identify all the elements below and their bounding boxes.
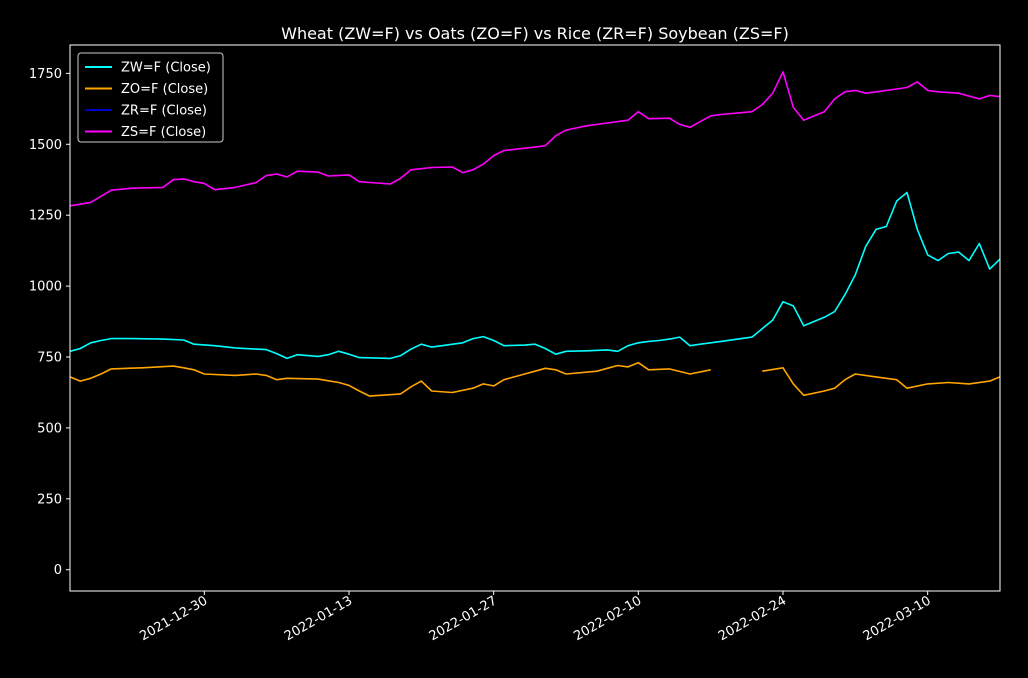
y-tick-label: 1750 [29,67,62,82]
y-tick-label: 1250 [29,209,62,224]
legend-label: ZR=F (Close) [121,104,207,119]
y-tick-label: 750 [37,351,62,366]
legend: ZW=F (Close) ZO=F (Close) ZR=F (Close) ZS=F… [77,52,224,143]
y-axis: 0 250 500 750 1000 1250 1500 1750 [29,67,70,578]
series-line-0 [69,191,1001,360]
y-tick-label: 1000 [29,280,62,295]
legend-box [77,52,224,143]
legend-label: ZS=F (Close) [121,125,206,140]
y-tick-label: 500 [37,421,62,436]
series-line-3 [69,71,1001,207]
y-tick-label: 0 [54,563,62,578]
plot-frame [69,44,1001,592]
y-tick-label: 250 [37,492,62,507]
chart-title: Wheat (ZW=F) vs Oats (ZO=F) vs Rice (ZR=… [281,24,789,43]
series-layer [69,71,1001,397]
series-line-1 [69,361,1001,397]
legend-label: ZO=F (Close) [121,82,208,97]
y-tick-label: 1500 [29,138,62,153]
legend-label: ZW=F (Close) [121,61,211,76]
plot-area [70,45,1000,591]
